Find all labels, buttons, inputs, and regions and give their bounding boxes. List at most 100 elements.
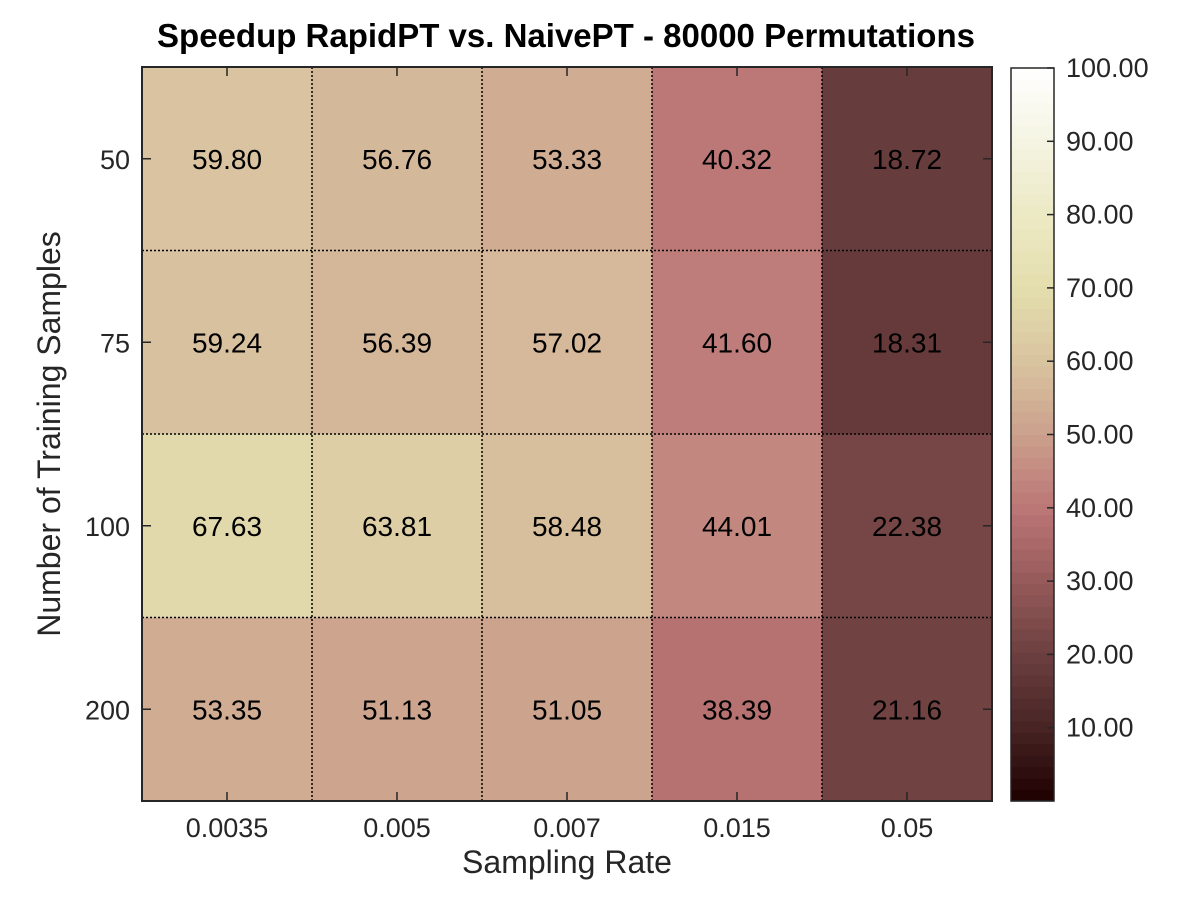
cell-value-label: 59.80	[192, 144, 262, 175]
heatmap-cell	[822, 617, 993, 802]
heatmap-cell	[142, 617, 313, 802]
colorbar-segment	[1011, 617, 1054, 630]
heatmap-cell	[822, 434, 993, 618]
cell-value-label: 44.01	[702, 511, 772, 542]
colorbar-segment	[1011, 400, 1054, 413]
colorbar-segment	[1011, 102, 1054, 115]
heatmap-cell	[652, 434, 823, 618]
heatmap-cell	[482, 250, 653, 435]
y-tick-label: 75	[100, 328, 130, 358]
y-tick-label: 100	[85, 512, 130, 542]
colorbar-segment	[1011, 125, 1054, 138]
cell-value-label: 56.76	[362, 144, 432, 175]
heatmap-cell	[822, 250, 993, 435]
colorbar-segment	[1011, 778, 1054, 791]
colorbar-segment	[1011, 308, 1054, 321]
cell-value-label: 18.31	[872, 327, 942, 358]
colorbar-tick-label: 20.00	[1066, 639, 1134, 669]
colorbar-segment	[1011, 697, 1054, 710]
colorbar-segment	[1011, 216, 1054, 229]
colorbar-segment	[1011, 285, 1054, 298]
cell-value-label: 67.63	[192, 511, 262, 542]
colorbar-segment	[1011, 686, 1054, 699]
cell-value-label: 18.72	[872, 144, 942, 175]
colorbar-segment	[1011, 90, 1054, 103]
cell-value-label: 58.48	[532, 511, 602, 542]
x-tick-label: 0.05	[881, 813, 934, 843]
colorbar-segment	[1011, 526, 1054, 539]
heatmap-cell	[142, 434, 313, 618]
cell-value-label: 38.39	[702, 694, 772, 725]
colorbar-segment	[1011, 79, 1054, 92]
colorbar-segment	[1011, 537, 1054, 550]
colorbar-segment	[1011, 274, 1054, 287]
colorbar-segment	[1011, 675, 1054, 688]
colorbar-segment	[1011, 606, 1054, 619]
colorbar-segment	[1011, 514, 1054, 527]
cell-value-label: 56.39	[362, 327, 432, 358]
x-tick-label: 0.005	[363, 813, 431, 843]
colorbar-tick-label: 60.00	[1066, 346, 1134, 376]
colorbar-segment	[1011, 743, 1054, 756]
colorbar-segment	[1011, 480, 1054, 493]
heatmap-cell	[822, 67, 993, 251]
colorbar-tick-label: 70.00	[1066, 273, 1134, 303]
colorbar-segment	[1011, 755, 1054, 768]
x-tick-label: 0.007	[533, 813, 601, 843]
heatmap-cell	[312, 250, 483, 435]
colorbar-tick-label: 30.00	[1066, 566, 1134, 596]
colorbar-segment	[1011, 445, 1054, 459]
colorbar-segment	[1011, 354, 1054, 367]
cell-value-label: 40.32	[702, 144, 772, 175]
heatmap-cell	[652, 67, 823, 251]
cell-value-label: 59.24	[192, 327, 262, 358]
colorbar-segment	[1011, 583, 1054, 596]
heatmap-cell	[482, 617, 653, 802]
y-tick-label: 200	[85, 695, 130, 725]
y-tick-label: 50	[100, 145, 130, 175]
colorbar-segment	[1011, 411, 1054, 424]
colorbar-tick-label: 10.00	[1066, 713, 1134, 743]
heatmap-cell	[482, 434, 653, 618]
colorbar-tick-label: 90.00	[1066, 126, 1134, 156]
y-axis-label: Number of Training Samples	[31, 231, 67, 637]
colorbar-segment	[1011, 159, 1054, 172]
colorbar-segment	[1011, 503, 1054, 516]
colorbar-segment	[1011, 594, 1054, 607]
heatmap-cell	[142, 67, 313, 251]
colorbar-segment	[1011, 560, 1054, 573]
colorbar-segment	[1011, 789, 1054, 802]
cell-value-label: 41.60	[702, 327, 772, 358]
colorbar-segment	[1011, 205, 1054, 218]
colorbar-segment	[1011, 457, 1054, 470]
colorbar-segment	[1011, 251, 1054, 264]
cell-value-label: 51.13	[362, 694, 432, 725]
x-tick-label: 0.015	[703, 813, 771, 843]
colorbar-segment	[1011, 549, 1054, 562]
cell-value-label: 21.16	[872, 694, 942, 725]
heatmap-cell	[312, 67, 483, 251]
colorbar-segment	[1011, 423, 1054, 436]
colorbar-segment	[1011, 239, 1054, 252]
colorbar-tick-label: 100.00	[1066, 53, 1149, 83]
cell-value-label: 57.02	[532, 327, 602, 358]
colorbar-segment	[1011, 766, 1054, 779]
colorbar-segment	[1011, 171, 1054, 184]
colorbar-segment	[1011, 297, 1054, 310]
colorbar-segment	[1011, 732, 1054, 745]
colorbar-segment	[1011, 136, 1054, 149]
heatmap-cell	[652, 250, 823, 435]
x-tick-label: 0.0035	[186, 813, 269, 843]
colorbar-segment	[1011, 262, 1054, 275]
colorbar-tick-label: 40.00	[1066, 493, 1134, 523]
colorbar-segment	[1011, 377, 1054, 390]
heatmap-cell	[312, 434, 483, 618]
cell-value-label: 53.33	[532, 144, 602, 175]
colorbar-segment	[1011, 193, 1054, 207]
cell-value-label: 51.05	[532, 694, 602, 725]
colorbar-segment	[1011, 629, 1054, 642]
colorbar-segment	[1011, 468, 1054, 481]
chart-title: Speedup RapidPT vs. NaivePT - 80000 Perm…	[157, 17, 975, 54]
colorbar-segment	[1011, 182, 1054, 195]
cell-value-label: 22.38	[872, 511, 942, 542]
